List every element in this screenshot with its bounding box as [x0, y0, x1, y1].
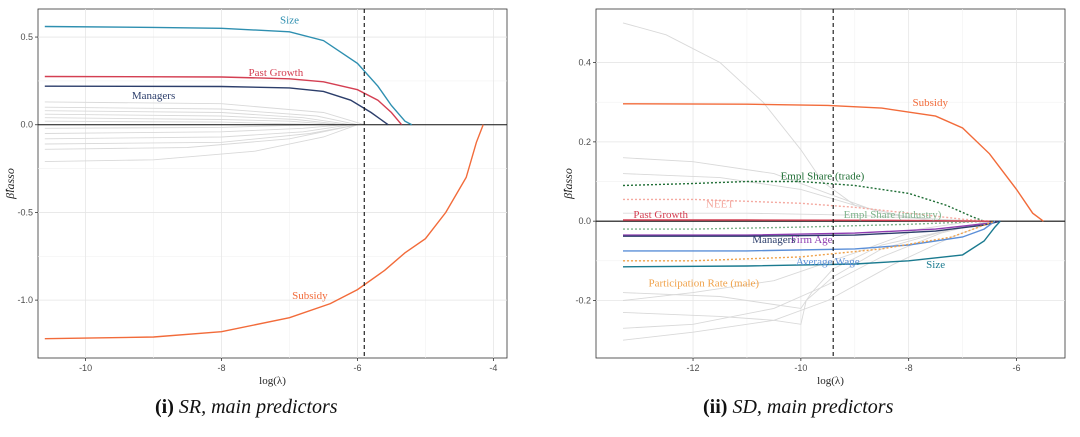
background-path [622, 220, 974, 301]
x-tick-label: -8 [905, 363, 913, 373]
series-label-empl-share-industry-: Empl Share (industry) [844, 209, 942, 221]
series-label-size: Size [280, 15, 299, 27]
series-line-empl-share-industry- [623, 220, 990, 230]
series-line-subsidy [44, 124, 484, 340]
x-tick-label: -12 [687, 363, 700, 373]
caption-left: (i) SR, main predictors [155, 396, 338, 419]
y-tick-label: 0.0 [20, 120, 33, 130]
series-line-past-growth [623, 219, 990, 222]
background-paths [622, 22, 996, 341]
caption-left-text: SR, main predictors [178, 396, 338, 418]
caption-left-number: (i) [155, 396, 174, 418]
background-path [44, 124, 344, 134]
background-path [44, 117, 338, 126]
background-path [44, 124, 358, 163]
background-path [44, 106, 358, 126]
background-path [622, 220, 990, 309]
x-axis-title: log(λ) [259, 375, 286, 387]
x-tick-label: -6 [1012, 363, 1020, 373]
series-label-past-growth: Past Growth [633, 209, 688, 221]
series-label-subsidy: Subsidy [292, 290, 328, 302]
background-path [44, 124, 351, 140]
y-tick-label: 0.4 [578, 58, 591, 68]
background-path [622, 220, 996, 341]
series-line-past-growth [44, 75, 403, 126]
background-path [622, 157, 936, 222]
x-tick-label: -10 [79, 363, 92, 373]
series-line-managers [623, 220, 1001, 237]
series-line-size [622, 220, 1001, 268]
series-label-past-growth: Past Growth [249, 67, 304, 79]
plot-frame [37, 8, 508, 359]
background-path [44, 124, 358, 145]
series-line-neet [623, 198, 990, 222]
series-label-neet: NEET [706, 198, 734, 210]
y-tick-label: -0.5 [17, 207, 33, 217]
series-label-empl-share-trade-: Empl Share (trade) [781, 171, 865, 183]
caption-right-text: SD, main predictors [732, 396, 894, 418]
series-line-average-wage [623, 220, 996, 252]
background-path [44, 113, 344, 126]
x-tick-label: -8 [218, 363, 226, 373]
background-path [44, 124, 317, 129]
series-label-firm-age: Firm Age [791, 234, 833, 246]
y-tick-label: -0.2 [575, 295, 591, 305]
y-tick-label: 0.0 [578, 216, 591, 226]
series-label-managers: Managers [752, 234, 795, 246]
background-paths [44, 101, 365, 163]
y-tick-label: 0.2 [578, 137, 591, 147]
x-tick-label: -10 [794, 363, 807, 373]
series-line-participation-rate-male- [623, 220, 996, 262]
series-label-subsidy: Subsidy [912, 97, 948, 109]
series-label-participation-rate-male-: Participation Rate (male) [649, 278, 760, 290]
plot-frame [595, 8, 1066, 359]
series-line-subsidy [622, 103, 1044, 222]
series-label-managers: Managers [132, 90, 175, 102]
caption-right: (ii) SD, main predictors [703, 396, 893, 419]
series-label-average-wage: Average Wage [796, 256, 860, 268]
y-axis-title: β̂lasso [3, 168, 17, 200]
background-path [44, 110, 351, 126]
y-tick-label: 0.5 [20, 32, 33, 42]
chart-sd: -12 -10 -8 -6 0.4 0.2 0.0 -0.2 Subsidy Empl Share… [561, 8, 1066, 387]
x-tick-label: -6 [353, 363, 361, 373]
x-axis-title: log(λ) [817, 375, 844, 387]
series-line-managers [44, 85, 389, 126]
series-line-empl-share-trade- [622, 180, 985, 222]
series-label-size: Size [926, 259, 945, 271]
chart-sr: -10 -8 -6 -4 0.5 0.0 -0.5 -1.0 Size Past Growth Ma… [3, 8, 508, 387]
background-path [623, 212, 990, 222]
x-tick-label: -4 [489, 363, 497, 373]
background-path [622, 220, 990, 329]
background-path [44, 120, 324, 126]
y-tick-label: -1.0 [17, 295, 33, 305]
y-axis-title: β̂lasso [561, 168, 575, 200]
background-path [622, 220, 995, 325]
caption-right-number: (ii) [703, 396, 728, 418]
background-path [44, 124, 358, 150]
background-path [44, 101, 365, 126]
series-line-size [44, 25, 413, 126]
